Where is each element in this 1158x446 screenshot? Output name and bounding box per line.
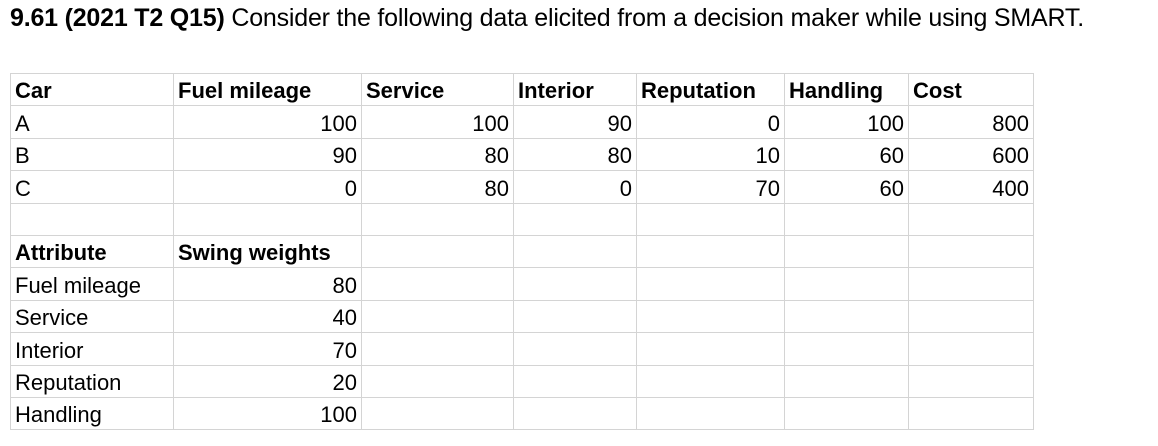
- empty-cell: [908, 396, 1034, 431]
- interior-value: 90: [513, 105, 637, 139]
- empty-row: [10, 202, 1034, 236]
- empty-cell: [361, 396, 514, 431]
- weights-header-row: Attribute Swing weights: [10, 234, 1034, 269]
- attribute-name: Interior: [10, 332, 174, 366]
- header-service: Service: [361, 72, 514, 107]
- car-row-a: A 100 100 90 0 100 800: [10, 105, 1034, 139]
- empty-cell: [361, 267, 514, 301]
- weight-row-fuel-mileage: Fuel mileage 80: [10, 267, 1034, 301]
- empty-cell: [636, 202, 785, 236]
- empty-cell: [636, 299, 785, 334]
- empty-cell: [908, 234, 1034, 269]
- header-handling: Handling: [784, 72, 909, 107]
- handling-value: 60: [784, 170, 909, 204]
- empty-cell: [784, 202, 909, 236]
- question-number: 9.61 (2021 T2 Q15): [10, 4, 225, 32]
- service-value: 80: [361, 137, 514, 172]
- fuel-mileage-value: 0: [173, 170, 362, 204]
- header-interior: Interior: [513, 72, 637, 107]
- car-row-c: C 0 80 0 70 60 400: [10, 170, 1034, 204]
- empty-cell: [784, 364, 909, 398]
- weight-row-handling: Handling 100: [10, 396, 1034, 431]
- empty-cell: [908, 202, 1034, 236]
- handling-value: 100: [784, 105, 909, 139]
- weight-row-interior: Interior 70: [10, 332, 1034, 366]
- service-value: 80: [361, 170, 514, 204]
- header-reputation: Reputation: [636, 72, 785, 107]
- fuel-mileage-value: 100: [173, 105, 362, 139]
- car-name: C: [10, 170, 174, 204]
- attribute-name: Reputation: [10, 364, 174, 398]
- empty-cell: [513, 364, 637, 398]
- empty-cell: [361, 202, 514, 236]
- header-car: Car: [10, 72, 174, 107]
- header-fuel-mileage: Fuel mileage: [173, 72, 362, 107]
- question-body: Consider the following data elicited fro…: [224, 4, 1084, 32]
- empty-cell: [513, 332, 637, 366]
- interior-value: 80: [513, 137, 637, 172]
- attribute-name: Fuel mileage: [10, 267, 174, 301]
- empty-cell: [908, 364, 1034, 398]
- empty-cell: [784, 332, 909, 366]
- cost-value: 400: [908, 170, 1034, 204]
- car-row-b: B 90 80 80 10 60 600: [10, 137, 1034, 172]
- cars-header-row: Car Fuel mileage Service Interior Reputa…: [10, 72, 1034, 107]
- spreadsheet-table: Car Fuel mileage Service Interior Reputa…: [10, 72, 1034, 431]
- swing-weight-value: 20: [173, 364, 362, 398]
- empty-cell: [908, 267, 1034, 301]
- attribute-name: Service: [10, 299, 174, 334]
- reputation-value: 0: [636, 105, 785, 139]
- reputation-value: 10: [636, 137, 785, 172]
- header-attribute: Attribute: [10, 234, 174, 269]
- empty-cell: [513, 299, 637, 334]
- empty-cell: [636, 267, 785, 301]
- interior-value: 0: [513, 170, 637, 204]
- swing-weight-value: 70: [173, 332, 362, 366]
- swing-weight-value: 100: [173, 396, 362, 431]
- empty-cell: [784, 234, 909, 269]
- empty-cell: [636, 364, 785, 398]
- empty-cell: [636, 396, 785, 431]
- empty-cell: [513, 396, 637, 431]
- question-text: 9.61 (2021 T2 Q15) Consider the followin…: [10, 0, 1155, 36]
- reputation-value: 70: [636, 170, 785, 204]
- header-swing-weights: Swing weights: [173, 234, 362, 269]
- empty-cell: [636, 332, 785, 366]
- attribute-name: Handling: [10, 396, 174, 431]
- empty-cell: [784, 299, 909, 334]
- swing-weight-value: 40: [173, 299, 362, 334]
- empty-cell: [361, 299, 514, 334]
- weight-row-service: Service 40: [10, 299, 1034, 334]
- empty-cell: [361, 332, 514, 366]
- empty-cell: [513, 202, 637, 236]
- cost-value: 800: [908, 105, 1034, 139]
- empty-cell: [513, 234, 637, 269]
- empty-cell: [513, 267, 637, 301]
- empty-cell: [173, 202, 362, 236]
- car-name: B: [10, 137, 174, 172]
- empty-cell: [908, 299, 1034, 334]
- empty-cell: [784, 396, 909, 431]
- service-value: 100: [361, 105, 514, 139]
- fuel-mileage-value: 90: [173, 137, 362, 172]
- empty-cell: [361, 234, 514, 269]
- header-cost: Cost: [908, 72, 1034, 107]
- handling-value: 60: [784, 137, 909, 172]
- empty-cell: [10, 202, 174, 236]
- empty-cell: [361, 364, 514, 398]
- car-name: A: [10, 105, 174, 139]
- weight-row-reputation: Reputation 20: [10, 364, 1034, 398]
- empty-cell: [636, 234, 785, 269]
- cost-value: 600: [908, 137, 1034, 172]
- empty-cell: [784, 267, 909, 301]
- empty-cell: [908, 332, 1034, 366]
- swing-weight-value: 80: [173, 267, 362, 301]
